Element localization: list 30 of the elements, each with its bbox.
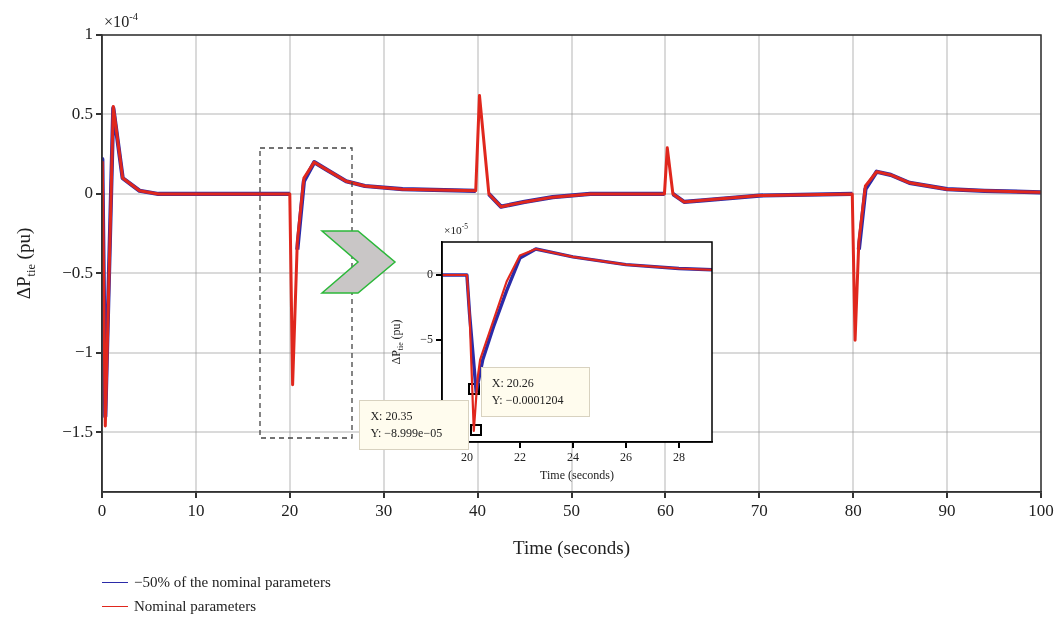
x-axis-title: Time (seconds)	[540, 468, 614, 482]
x-tick-label: 10	[187, 500, 205, 520]
y-tick-label: 0.5	[71, 103, 93, 123]
y-tick-label: −1.5	[62, 421, 93, 441]
x-axis-title: Time (seconds)	[513, 537, 631, 559]
x-tick-label: 26	[619, 450, 632, 465]
y-tick-label: −0.5	[62, 262, 93, 282]
x-tick-label: 22	[513, 450, 526, 465]
y-tick-label: 0	[84, 183, 93, 203]
x-tick-label: 20	[460, 450, 473, 465]
x-tick-label: 70	[750, 500, 768, 520]
x-tick-label: 90	[938, 500, 956, 520]
legend-label: −50% of the nominal parameters	[134, 573, 331, 591]
x-tick-label: 20	[281, 500, 299, 520]
y-axis-title: ΔPtie (pu)	[13, 227, 38, 300]
x-tick-label: 50	[563, 500, 580, 520]
legend-label: Nominal parameters	[134, 597, 257, 615]
x-tick-label: 60	[656, 500, 674, 520]
x-tick-label: 24	[566, 450, 579, 465]
x-tick-label: 40	[469, 500, 487, 520]
annotation: X: 20.26 Y: −0.0001204	[480, 367, 591, 418]
x-tick-label: 28	[672, 450, 685, 465]
y-tick-label: 1	[84, 24, 93, 44]
annotation: X: 20.35 Y: −8.999e−05	[359, 399, 470, 450]
x-tick-label: 100	[1028, 500, 1054, 520]
x-tick-label: 30	[375, 500, 393, 520]
x-tick-label: 80	[844, 500, 862, 520]
y-tick-label: −5	[420, 332, 433, 347]
x-tick-label: 0	[97, 500, 107, 520]
y-tick-label: −1	[74, 342, 93, 362]
